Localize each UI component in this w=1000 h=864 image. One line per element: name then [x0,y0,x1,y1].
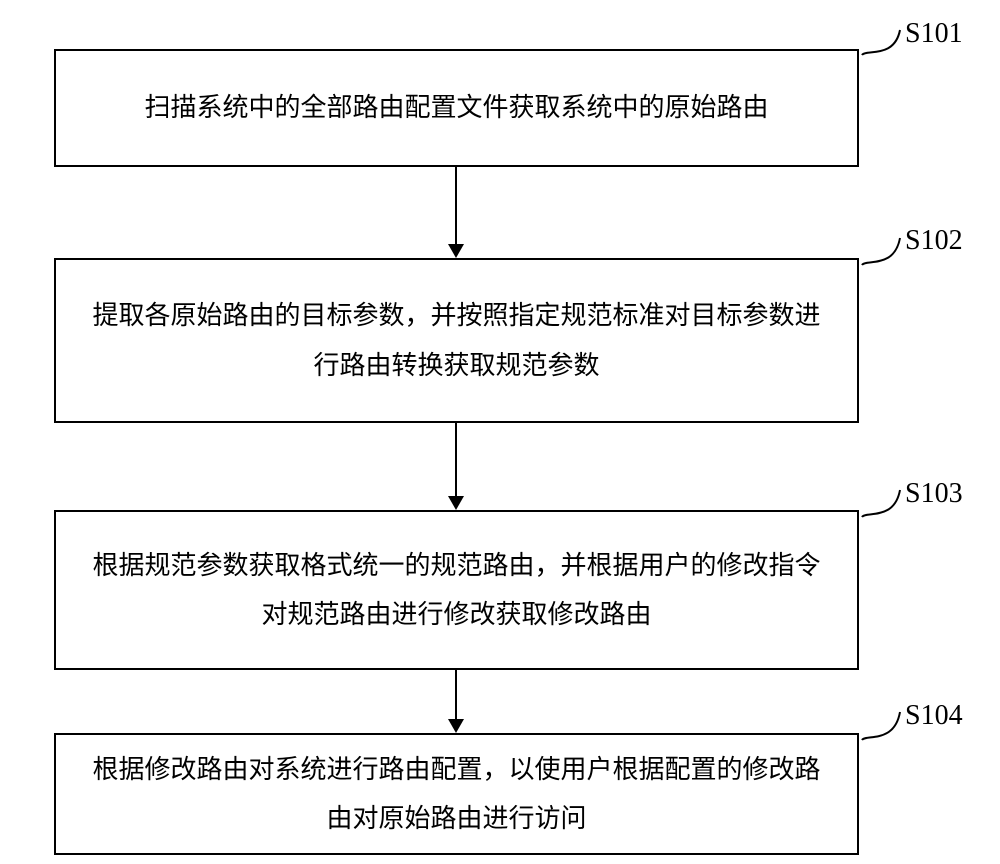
flow-node-text: 根据规范参数获取格式统一的规范路由，并根据用户的修改指令对规范路由进行修改获取修… [86,541,827,640]
leader-curve-s102 [852,228,910,275]
step-label-s101: S101 [905,18,963,50]
flow-node-s103: 根据规范参数获取格式统一的规范路由，并根据用户的修改指令对规范路由进行修改获取修… [54,510,859,670]
flow-arrow-1 [441,421,471,512]
step-label-s102: S102 [905,225,963,257]
flow-arrow-0 [441,165,471,260]
flow-node-text: 扫描系统中的全部路由配置文件获取系统中的原始路由 [144,83,768,132]
flowchart-canvas: 扫描系统中的全部路由配置文件获取系统中的原始路由 S101 提取各原始路由的目标参数… [0,0,1000,864]
step-label-s104: S104 [905,700,963,732]
leader-curve-s103 [852,480,910,527]
flow-node-s101: 扫描系统中的全部路由配置文件获取系统中的原始路由 [54,49,859,167]
flow-node-s104: 根据修改路由对系统进行路由配置，以使用户根据配置的修改路由对原始路由进行访问 [54,733,859,855]
flow-arrow-2 [441,668,471,735]
flow-node-text: 提取各原始路由的目标参数，并按照指定规范标准对目标参数进行路由转换获取规范参数 [86,291,827,390]
leader-curve-s101 [852,20,910,65]
leader-curve-s104 [852,702,910,750]
flow-node-text: 根据修改路由对系统进行路由配置，以使用户根据配置的修改路由对原始路由进行访问 [86,745,827,844]
flow-node-s102: 提取各原始路由的目标参数，并按照指定规范标准对目标参数进行路由转换获取规范参数 [54,258,859,423]
step-label-s103: S103 [905,478,963,510]
